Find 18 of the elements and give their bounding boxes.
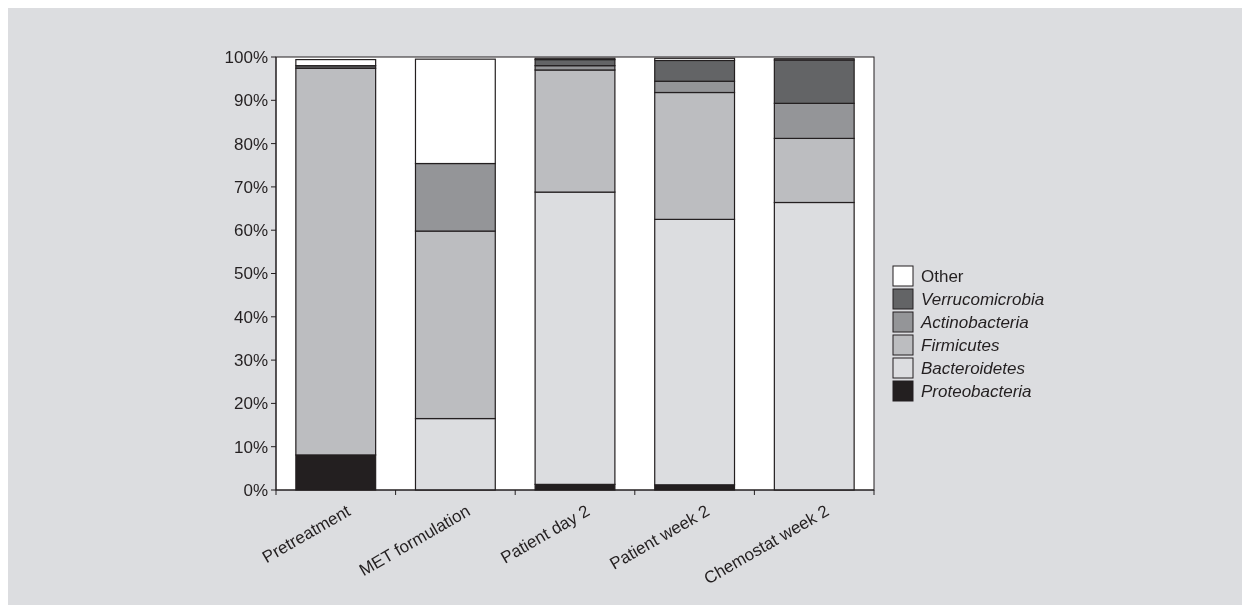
y-tick-label: 70%	[233, 177, 268, 197]
legend-label: Firmicutes	[921, 335, 1000, 355]
legend-label: Bacteroidetes	[921, 358, 1026, 378]
y-tick-label: 100%	[224, 47, 268, 67]
y-tick-label: 50%	[233, 264, 268, 284]
y-tick-label: 80%	[233, 134, 268, 154]
y-tick-label: 30%	[233, 351, 268, 371]
bar	[295, 59, 377, 67]
legend-label: Proteobacteria	[921, 381, 1032, 401]
y-tick-label: 90%	[233, 91, 268, 111]
legend-label: Other	[921, 266, 964, 286]
y-tick-label: 20%	[233, 394, 268, 414]
y-tick-label: 10%	[233, 437, 268, 457]
y-tick-label: 0%	[243, 480, 268, 500]
y-tick-label: 40%	[233, 307, 268, 327]
legend-label: Actinobacteria	[920, 312, 1029, 332]
y-tick-label: 60%	[233, 221, 268, 241]
legend-label: Verrucomicrobia	[921, 289, 1045, 309]
